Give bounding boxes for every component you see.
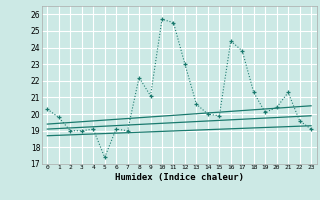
X-axis label: Humidex (Indice chaleur): Humidex (Indice chaleur) (115, 173, 244, 182)
